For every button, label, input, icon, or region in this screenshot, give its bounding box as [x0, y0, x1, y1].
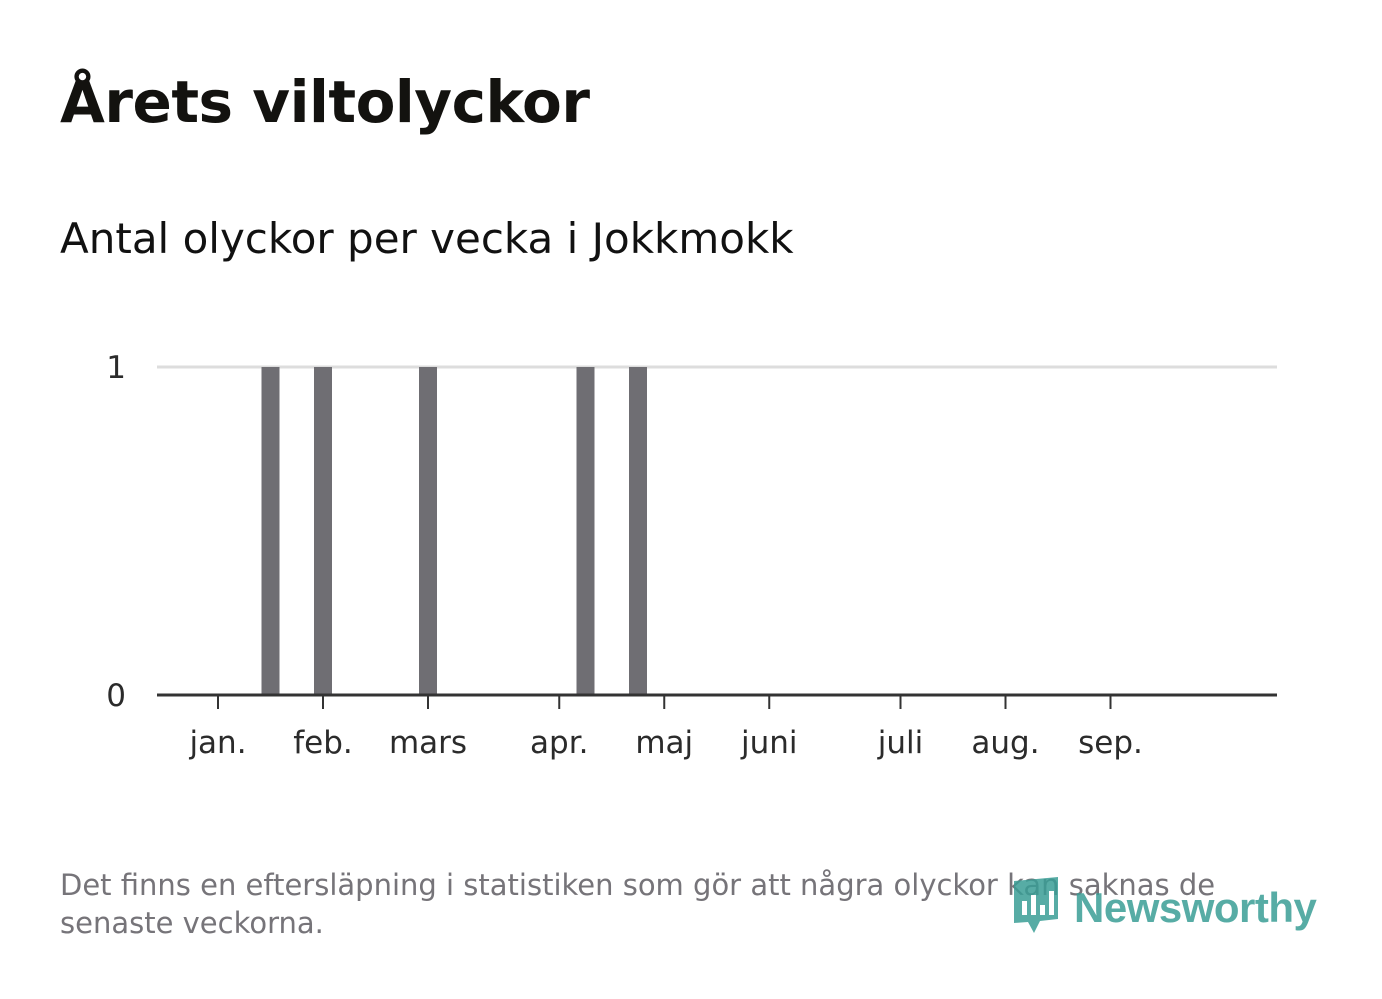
bar [629, 367, 647, 695]
x-tick-label: sep. [1078, 725, 1143, 761]
bar [576, 367, 595, 695]
brand-name: Newsworthy [1074, 884, 1317, 931]
x-tick-label: maj [635, 725, 693, 761]
chart-subtitle: Antal olyckor per vecka i Jokkmokk [60, 214, 794, 263]
axis-layer [157, 693, 1277, 709]
x-tick-label: aug. [971, 725, 1039, 761]
x-tick-label: jan. [188, 725, 246, 761]
brand-logo: Newsworthy [1010, 875, 1317, 941]
bar-layer [261, 367, 647, 695]
bar [261, 367, 280, 695]
y-tick-label: 0 [106, 678, 126, 714]
bar [314, 367, 332, 695]
x-tick-label: juli [877, 725, 924, 761]
chart-title: Årets viltolyckor [60, 68, 590, 136]
newsworthy-logo-icon [1010, 875, 1062, 941]
x-tick-label: juni [740, 725, 798, 761]
bar [419, 367, 437, 695]
x-tick-label: mars [389, 725, 467, 761]
x-tick-label: apr. [530, 725, 588, 761]
y-tick-label: 1 [106, 350, 126, 386]
x-tick-label: feb. [293, 725, 353, 761]
